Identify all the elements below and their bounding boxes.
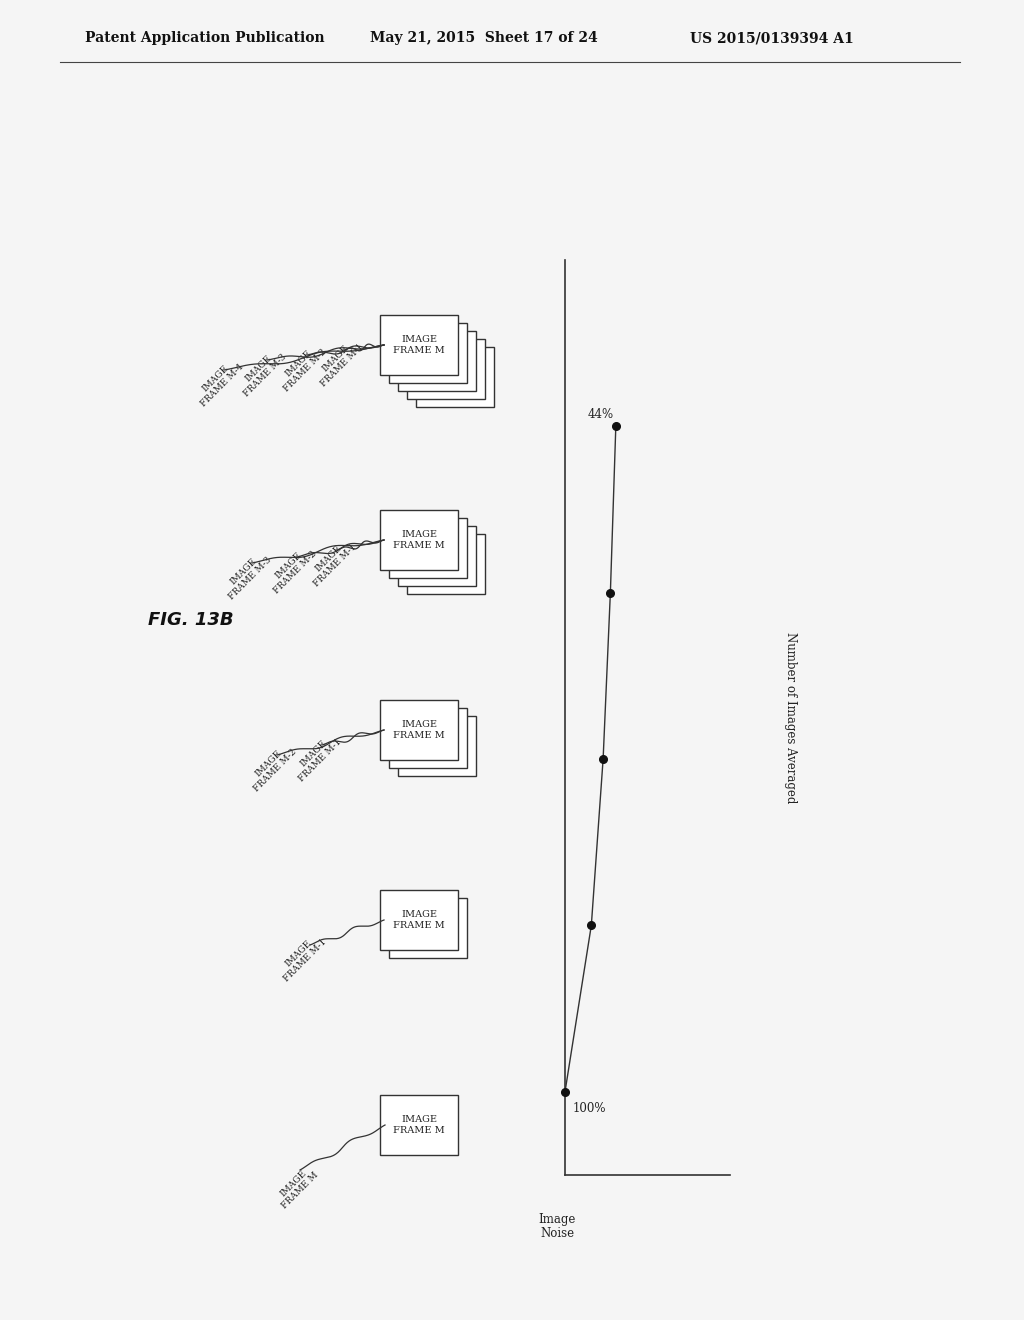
Text: May 21, 2015  Sheet 17 of 24: May 21, 2015 Sheet 17 of 24: [370, 30, 598, 45]
Text: Image
Noise: Image Noise: [539, 1213, 575, 1239]
Bar: [389, 898, 467, 958]
Text: Number of Images Averaged: Number of Images Averaged: [783, 632, 797, 803]
Text: 100%: 100%: [573, 1102, 606, 1115]
Text: 44%: 44%: [588, 408, 614, 421]
Text: IMAGE
FRAME M-1: IMAGE FRAME M-1: [312, 335, 366, 388]
Text: IMAGE
FRAME M-1: IMAGE FRAME M-1: [290, 730, 344, 784]
Bar: [380, 1096, 458, 1155]
Bar: [398, 525, 476, 586]
Text: IMAGE
FRAME M-2: IMAGE FRAME M-2: [245, 741, 299, 793]
Text: IMAGE
FRAME M-4: IMAGE FRAME M-4: [193, 355, 246, 409]
Text: IMAGE
FRAME M-1: IMAGE FRAME M-1: [305, 535, 358, 589]
Bar: [380, 315, 458, 375]
Bar: [380, 510, 458, 570]
Text: IMAGE
FRAME M-3: IMAGE FRAME M-3: [220, 548, 273, 602]
Bar: [398, 331, 476, 391]
Text: FIG. 13B: FIG. 13B: [148, 611, 233, 630]
Text: IMAGE
FRAME M: IMAGE FRAME M: [393, 719, 444, 741]
Bar: [416, 347, 494, 407]
Bar: [380, 890, 458, 950]
Bar: [389, 517, 467, 578]
Text: IMAGE
FRAME M: IMAGE FRAME M: [393, 335, 444, 355]
Text: IMAGE
FRAME M-2: IMAGE FRAME M-2: [275, 341, 329, 393]
Text: IMAGE
FRAME M-1: IMAGE FRAME M-1: [275, 931, 329, 983]
Bar: [389, 708, 467, 768]
Text: US 2015/0139394 A1: US 2015/0139394 A1: [690, 30, 854, 45]
Text: IMAGE
FRAME M-3: IMAGE FRAME M-3: [236, 345, 289, 399]
Bar: [380, 700, 458, 760]
Bar: [407, 535, 485, 594]
Bar: [398, 715, 476, 776]
Text: IMAGE
FRAME M-2: IMAGE FRAME M-2: [265, 543, 318, 595]
Bar: [389, 323, 467, 383]
Text: Patent Application Publication: Patent Application Publication: [85, 30, 325, 45]
Text: IMAGE
FRAME M: IMAGE FRAME M: [393, 909, 444, 931]
Text: IMAGE
FRAME M: IMAGE FRAME M: [393, 529, 444, 550]
Text: IMAGE
FRAME M: IMAGE FRAME M: [273, 1163, 321, 1210]
Text: IMAGE
FRAME M: IMAGE FRAME M: [393, 1115, 444, 1135]
Bar: [407, 339, 485, 399]
